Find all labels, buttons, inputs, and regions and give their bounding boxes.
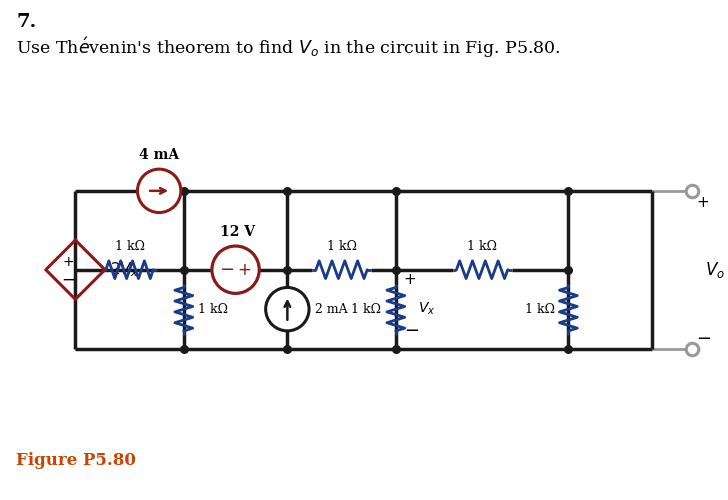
Text: $V_o$: $V_o$ [705,260,725,280]
Text: 4 mA: 4 mA [139,148,179,162]
Text: 1 kΩ: 1 kΩ [114,240,145,253]
Text: 1 kΩ: 1 kΩ [197,302,228,316]
Text: +: + [63,255,74,269]
Text: 1 kΩ: 1 kΩ [525,302,555,316]
Text: $V_x$: $V_x$ [418,301,435,318]
Text: +: + [404,272,416,287]
Text: Figure P5.80: Figure P5.80 [16,452,136,469]
Text: −: − [219,260,234,278]
Text: 7.: 7. [16,14,36,32]
Text: $2V_x$: $2V_x$ [110,260,138,279]
Text: −: − [404,322,419,340]
Text: 12 V: 12 V [220,225,255,239]
Text: −: − [697,330,712,347]
Text: 1 kΩ: 1 kΩ [467,240,497,253]
Text: 1 kΩ: 1 kΩ [352,302,381,316]
Text: +: + [237,260,251,278]
Text: Use Th$\acute{e}$venin's theorem to find $V_o$ in the circuit in Fig. P5.80.: Use Th$\acute{e}$venin's theorem to find… [16,35,561,59]
Text: 1 kΩ: 1 kΩ [327,240,357,253]
Text: +: + [697,195,709,210]
Text: −: − [61,270,76,288]
Text: 2 mA: 2 mA [315,302,347,316]
